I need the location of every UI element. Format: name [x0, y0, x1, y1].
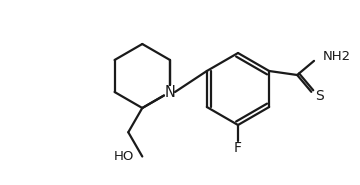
Text: F: F — [234, 141, 242, 155]
Text: HO: HO — [114, 150, 134, 163]
Text: NH2: NH2 — [323, 50, 351, 63]
Text: N: N — [165, 85, 175, 100]
Text: S: S — [315, 89, 324, 103]
